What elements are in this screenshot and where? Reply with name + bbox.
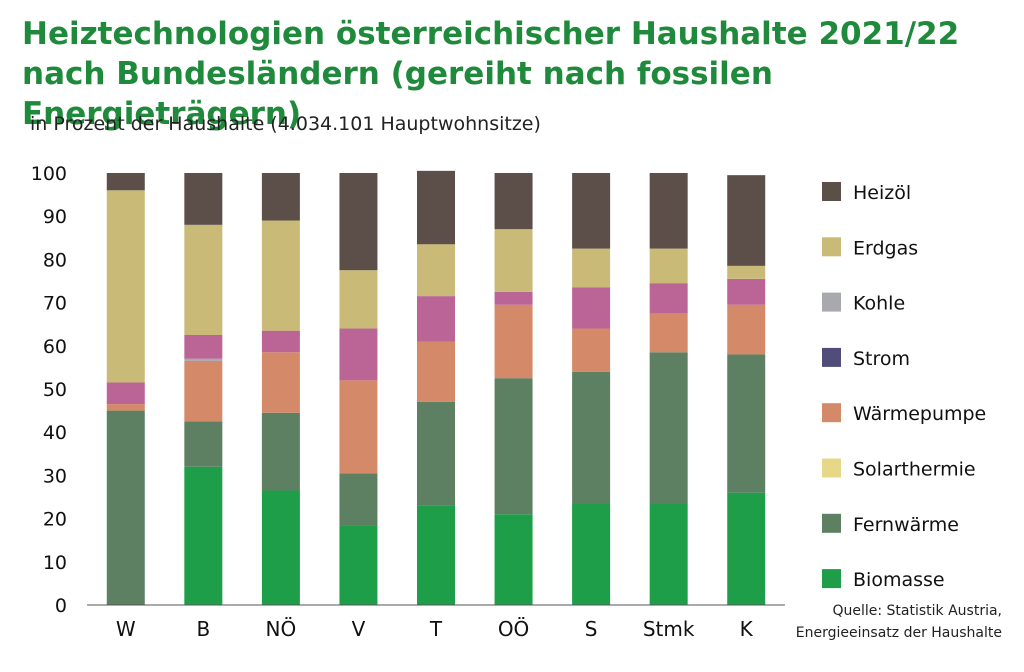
bar-segment-b-fernwaerme [184, 421, 223, 467]
bar-segment-s-overlay [572, 287, 611, 329]
bar-segment-ooe-fernwaerme [494, 378, 533, 515]
bar-segment-noe-waermepumpe [261, 352, 300, 413]
y-tick-label: 100 [31, 163, 67, 185]
bar-segment-stmk-biomasse [649, 503, 688, 605]
x-tick-label: K [740, 617, 754, 641]
y-tick-label: 90 [43, 206, 67, 228]
source-note: Quelle: Statistik Austria, Energieeinsat… [742, 600, 1002, 644]
y-tick-label: 50 [43, 379, 67, 401]
x-tick-label: T [429, 617, 443, 641]
legend-label-solarthermie: Solarthermie [853, 459, 976, 481]
bar-segment-noe-heizoel [261, 173, 300, 221]
bar-segment-ooe-biomasse [494, 514, 533, 605]
bar-segment-k-overlay [727, 278, 766, 305]
bar-segment-v-erdgas [339, 270, 378, 329]
bar-segment-noe-overlay [261, 330, 300, 353]
y-tick-label: 40 [43, 422, 67, 444]
bar-segment-b-overlay [184, 335, 223, 359]
chart-title: Heiztechnologien österreichischer Hausha… [22, 14, 1012, 134]
x-tick-label: V [352, 617, 366, 641]
source-line1: Quelle: Statistik Austria, [832, 603, 1002, 619]
bar-segment-w-waermepumpe [106, 404, 145, 411]
bar-segment-stmk-fernwaerme [649, 352, 688, 504]
x-tick-label: Stmk [643, 617, 695, 641]
bar-segment-k-fernwaerme [727, 354, 766, 493]
bar-segment-k-biomasse [727, 492, 766, 605]
source-line2: Energieeinsatz der Haushalte [795, 625, 1002, 641]
x-tick-label: S [585, 617, 598, 641]
legend-swatch-erdgas [822, 237, 841, 257]
legend-label-kohle: Kohle [853, 293, 905, 315]
legend-swatch-kohle [822, 292, 841, 312]
legend-label-biomasse: Biomasse [853, 569, 945, 591]
chart-title-line1: Heiztechnologien österreichischer Hausha… [22, 16, 960, 52]
bar-segment-b-heizoel [184, 173, 223, 225]
bar-segment-s-heizoel [572, 173, 611, 249]
bar-segment-ooe-heizoel [494, 173, 533, 230]
bar-segment-t-overlay [417, 296, 455, 342]
bar-segment-b-waermepumpe [184, 360, 223, 422]
y-tick-label: 0 [55, 595, 67, 617]
bar-segment-v-waermepumpe [339, 380, 378, 474]
bar-segment-ooe-erdgas [494, 229, 533, 292]
bar-segment-stmk-heizoel [649, 173, 688, 249]
bar-segment-b-kohle [184, 358, 223, 361]
bar-segment-stmk-erdgas [649, 248, 688, 284]
x-tick-label: W [116, 617, 136, 641]
bar-segment-t-fernwaerme [417, 401, 455, 506]
bar-segment-s-waermepumpe [572, 328, 611, 372]
bar-segment-v-fernwaerme [339, 473, 378, 526]
bar-segment-w-erdgas [106, 190, 145, 383]
legend-label-erdgas: Erdgas [853, 237, 918, 259]
bar-segment-w-fernwaerme [106, 410, 145, 605]
legend-label-waermepumpe: Wärmepumpe [853, 403, 986, 425]
legend-swatch-solarthermie [822, 458, 841, 478]
legend-swatch-heizoel [822, 182, 841, 201]
y-tick-label: 30 [43, 465, 67, 487]
x-tick-label: OÖ [498, 617, 529, 641]
bar-segment-s-fernwaerme [572, 371, 611, 504]
bar-segment-t-erdgas [417, 244, 455, 297]
y-tick-label: 60 [43, 336, 67, 358]
bar-segment-noe-biomasse [261, 490, 300, 605]
x-tick-label: NÖ [266, 617, 297, 641]
bar-segment-v-overlay [339, 328, 378, 381]
bar-segment-t-biomasse [417, 505, 455, 605]
bar-segment-t-waermepumpe [417, 341, 455, 402]
x-tick-label: B [196, 617, 210, 641]
bar-segment-k-erdgas [727, 265, 766, 279]
bar-segment-k-waermepumpe [727, 304, 766, 355]
bar-segment-ooe-waermepumpe [494, 304, 533, 379]
bar-segment-s-erdgas [572, 248, 611, 288]
y-tick-label: 70 [43, 293, 67, 315]
bar-segment-noe-fernwaerme [261, 412, 300, 491]
bar-segment-k-heizoel [727, 175, 766, 266]
legend-swatch-strom [822, 347, 841, 367]
bar-segment-w-heizoel [106, 173, 145, 191]
bar-segment-stmk-overlay [649, 283, 688, 314]
bar-segment-v-heizoel [339, 173, 378, 271]
bar-segment-noe-erdgas [261, 220, 300, 331]
bar-segment-t-heizoel [417, 170, 455, 245]
bar-segment-v-biomasse [339, 525, 378, 605]
chart-subtitle: in Prozent der Haushalte (4.034.101 Haup… [30, 113, 541, 135]
bar-segment-b-erdgas [184, 224, 223, 335]
y-tick-label: 10 [43, 552, 67, 574]
legend-swatch-waermepumpe [822, 403, 841, 423]
legend-label-heizoel: Heizöl [853, 182, 911, 204]
bar-segment-stmk-waermepumpe [649, 313, 688, 353]
chart-title-line2: nach Bundesländern (gereiht nach fossile… [22, 56, 773, 132]
bar-segment-s-biomasse [572, 503, 611, 605]
bar-segment-w-overlay [106, 382, 145, 405]
legend-label-fernwaerme: Fernwärme [853, 514, 959, 536]
legend-swatch-biomasse [822, 569, 841, 589]
y-tick-label: 20 [43, 509, 67, 531]
bar-segment-b-biomasse [184, 466, 223, 605]
legend-label-strom: Strom [853, 348, 910, 370]
legend-swatch-fernwaerme [822, 513, 841, 533]
bar-segment-ooe-overlay [494, 291, 533, 305]
y-tick-label: 80 [43, 249, 67, 271]
